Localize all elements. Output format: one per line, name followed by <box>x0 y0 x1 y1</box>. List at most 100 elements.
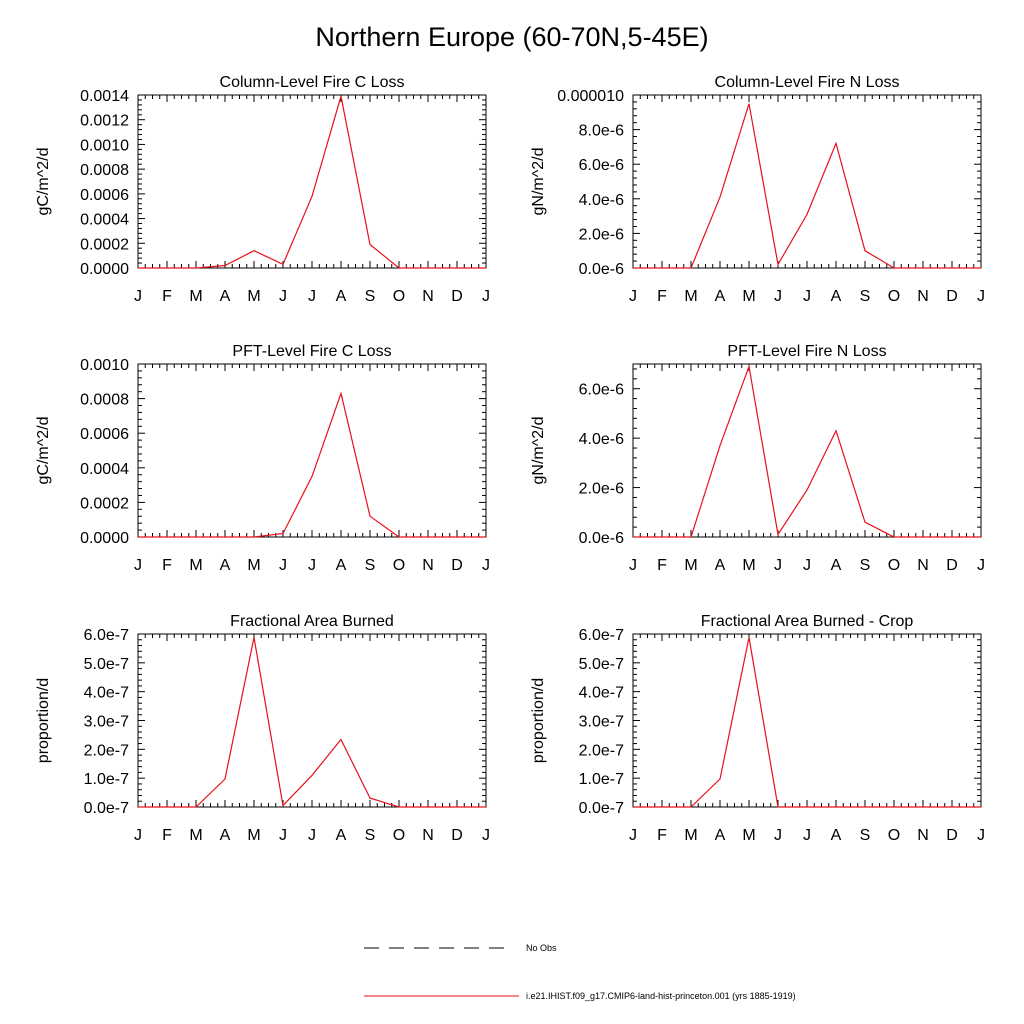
panel-4-title: PFT-Level Fire N Loss <box>727 343 886 360</box>
panel-1-x-tick-label: A <box>336 288 347 305</box>
panel-3-y-tick-label: 0.0008 <box>80 392 129 409</box>
panel-4-x-tick-label: J <box>774 557 782 574</box>
panel-2-x-tick-label: O <box>888 288 900 305</box>
panel-1-y-axis-label: gC/m^2/d <box>35 148 52 216</box>
panel-4-x-tick-label: J <box>803 557 811 574</box>
panel-4-y-tick-label: 6.0e-6 <box>579 382 624 399</box>
panel-3-x-tick-label: A <box>220 557 231 574</box>
panel-6-x-tick-label: M <box>742 827 755 844</box>
panel-4-frame <box>632 363 982 538</box>
panel-4-x-tick-label: A <box>715 557 726 574</box>
legend-no-obs-label: No Obs <box>526 943 557 953</box>
panel-5-x-tick-label: S <box>365 827 376 844</box>
panel-3-x-tick-label: N <box>422 557 434 574</box>
panel-6-x-tick-label: J <box>977 827 985 844</box>
panel-2-x-tick-label: N <box>917 288 929 305</box>
panel-3-x-tick-label: O <box>393 557 405 574</box>
panel-2-x-tick-label: M <box>742 288 755 305</box>
panel-6-x-tick-label: A <box>715 827 726 844</box>
panel-3-x-tick-label: J <box>308 557 316 574</box>
panel-4-y-tick-label: 0.0e-6 <box>579 530 624 547</box>
panel-5-x-tick-label: M <box>247 827 260 844</box>
panel-1-y-tick-label: 0.0010 <box>80 137 129 154</box>
panel-1-x-tick-label: S <box>365 288 376 305</box>
panel-1-y-tick-label: 0.0012 <box>80 113 129 130</box>
legend-series-label: i.e21.IHIST.f09_g17.CMIP6-land-hist-prin… <box>526 991 796 1001</box>
panel-1-x-tick-label: A <box>220 288 231 305</box>
panel-2-x-tick-label: J <box>774 288 782 305</box>
panel-1-x-tick-label: M <box>189 288 202 305</box>
panel-5-x-tick-label: D <box>451 827 463 844</box>
panel-5-y-tick-label: 6.0e-7 <box>84 627 129 644</box>
panel-4-x-tick-label: F <box>657 557 667 574</box>
panel-3-y-tick-label: 0.0006 <box>80 426 129 443</box>
panel-1-x-tick-label: J <box>308 288 316 305</box>
panel-1-x-tick-label: D <box>451 288 463 305</box>
panel-2-frame <box>632 94 982 269</box>
panel-5-title: Fractional Area Burned <box>230 613 394 630</box>
panel-2-x-tick-label: J <box>629 288 637 305</box>
panel-1-frame <box>137 94 487 269</box>
panel-5-y-tick-label: 5.0e-7 <box>84 656 129 673</box>
panel-3-x-tick-label: M <box>189 557 202 574</box>
panel-3-y-tick-label: 0.0002 <box>80 495 129 512</box>
panel-5-x-tick-label: J <box>482 827 490 844</box>
panel-1-y-tick-label: 0.0008 <box>80 162 129 179</box>
panel-1-x-tick-label: O <box>393 288 405 305</box>
panel-3-y-tick-label: 0.0010 <box>80 357 129 374</box>
panel-5-y-tick-label: 3.0e-7 <box>84 714 129 731</box>
panel-1-x-tick-label: M <box>247 288 260 305</box>
panel-6-x-tick-label: D <box>946 827 958 844</box>
panel-2-series-line <box>633 103 981 269</box>
panel-2-x-tick-label: A <box>715 288 726 305</box>
panel-5-x-tick-label: M <box>189 827 202 844</box>
panel-6-x-tick-label: O <box>888 827 900 844</box>
panel-4-x-tick-label: N <box>917 557 929 574</box>
panel-2-y-tick-label: 4.0e-6 <box>579 192 624 209</box>
panel-2-x-tick-label: J <box>803 288 811 305</box>
panel-4-x-tick-label: O <box>888 557 900 574</box>
panel-1-y-tick-label: 0.0014 <box>80 88 129 105</box>
panel-3-x-tick-label: J <box>134 557 142 574</box>
panel-2-y-tick-label: 2.0e-6 <box>579 226 624 243</box>
panel-5-series-line <box>138 637 486 808</box>
panel-6-y-tick-label: 3.0e-7 <box>579 714 624 731</box>
panel-6-x-tick-label: F <box>657 827 667 844</box>
panel-4-y-tick-label: 2.0e-6 <box>579 481 624 498</box>
panel-1-series-line <box>138 96 486 269</box>
panel-4-x-tick-label: M <box>684 557 697 574</box>
panel-6-title: Fractional Area Burned - Crop <box>701 613 914 630</box>
panel-2-y-tick-label: 6.0e-6 <box>579 157 624 174</box>
panel-5-y-tick-label: 0.0e-7 <box>84 800 129 817</box>
panel-2-x-tick-label: D <box>946 288 958 305</box>
panel-5-x-tick-label: J <box>308 827 316 844</box>
panel-5-x-tick-label: A <box>336 827 347 844</box>
panel-5-x-tick-label: O <box>393 827 405 844</box>
panel-4-x-tick-label: S <box>860 557 871 574</box>
panel-6-x-tick-label: J <box>774 827 782 844</box>
panel-2-x-tick-label: F <box>657 288 667 305</box>
panel-3-x-tick-label: J <box>279 557 287 574</box>
panel-5-x-tick-label: J <box>134 827 142 844</box>
panel-3-x-tick-label: M <box>247 557 260 574</box>
page-title: Northern Europe (60-70N,5-45E) <box>315 22 709 52</box>
panel-5-x-tick-label: N <box>422 827 434 844</box>
panel-3-y-tick-label: 0.0000 <box>80 530 129 547</box>
panel-1-x-tick-label: J <box>482 288 490 305</box>
panel-2-y-tick-label: 0.000010 <box>557 88 624 105</box>
panel-3-y-tick-label: 0.0004 <box>80 461 129 478</box>
panel-1-x-tick-label: N <box>422 288 434 305</box>
panel-3-x-tick-label: D <box>451 557 463 574</box>
panel-4-y-axis-label: gN/m^2/d <box>530 417 547 485</box>
panel-1-title: Column-Level Fire C Loss <box>220 74 405 91</box>
panel-1-x-tick-label: J <box>279 288 287 305</box>
panel-6-x-tick-label: J <box>629 827 637 844</box>
panel-1-y-tick-label: 0.0002 <box>80 236 129 253</box>
panel-3-x-tick-label: F <box>162 557 172 574</box>
panel-6-x-tick-label: M <box>684 827 697 844</box>
panel-2-title: Column-Level Fire N Loss <box>715 74 900 91</box>
panel-4-y-tick-label: 4.0e-6 <box>579 431 624 448</box>
panel-6-x-tick-label: J <box>803 827 811 844</box>
panel-4-x-tick-label: M <box>742 557 755 574</box>
panel-5-y-tick-label: 2.0e-7 <box>84 742 129 759</box>
